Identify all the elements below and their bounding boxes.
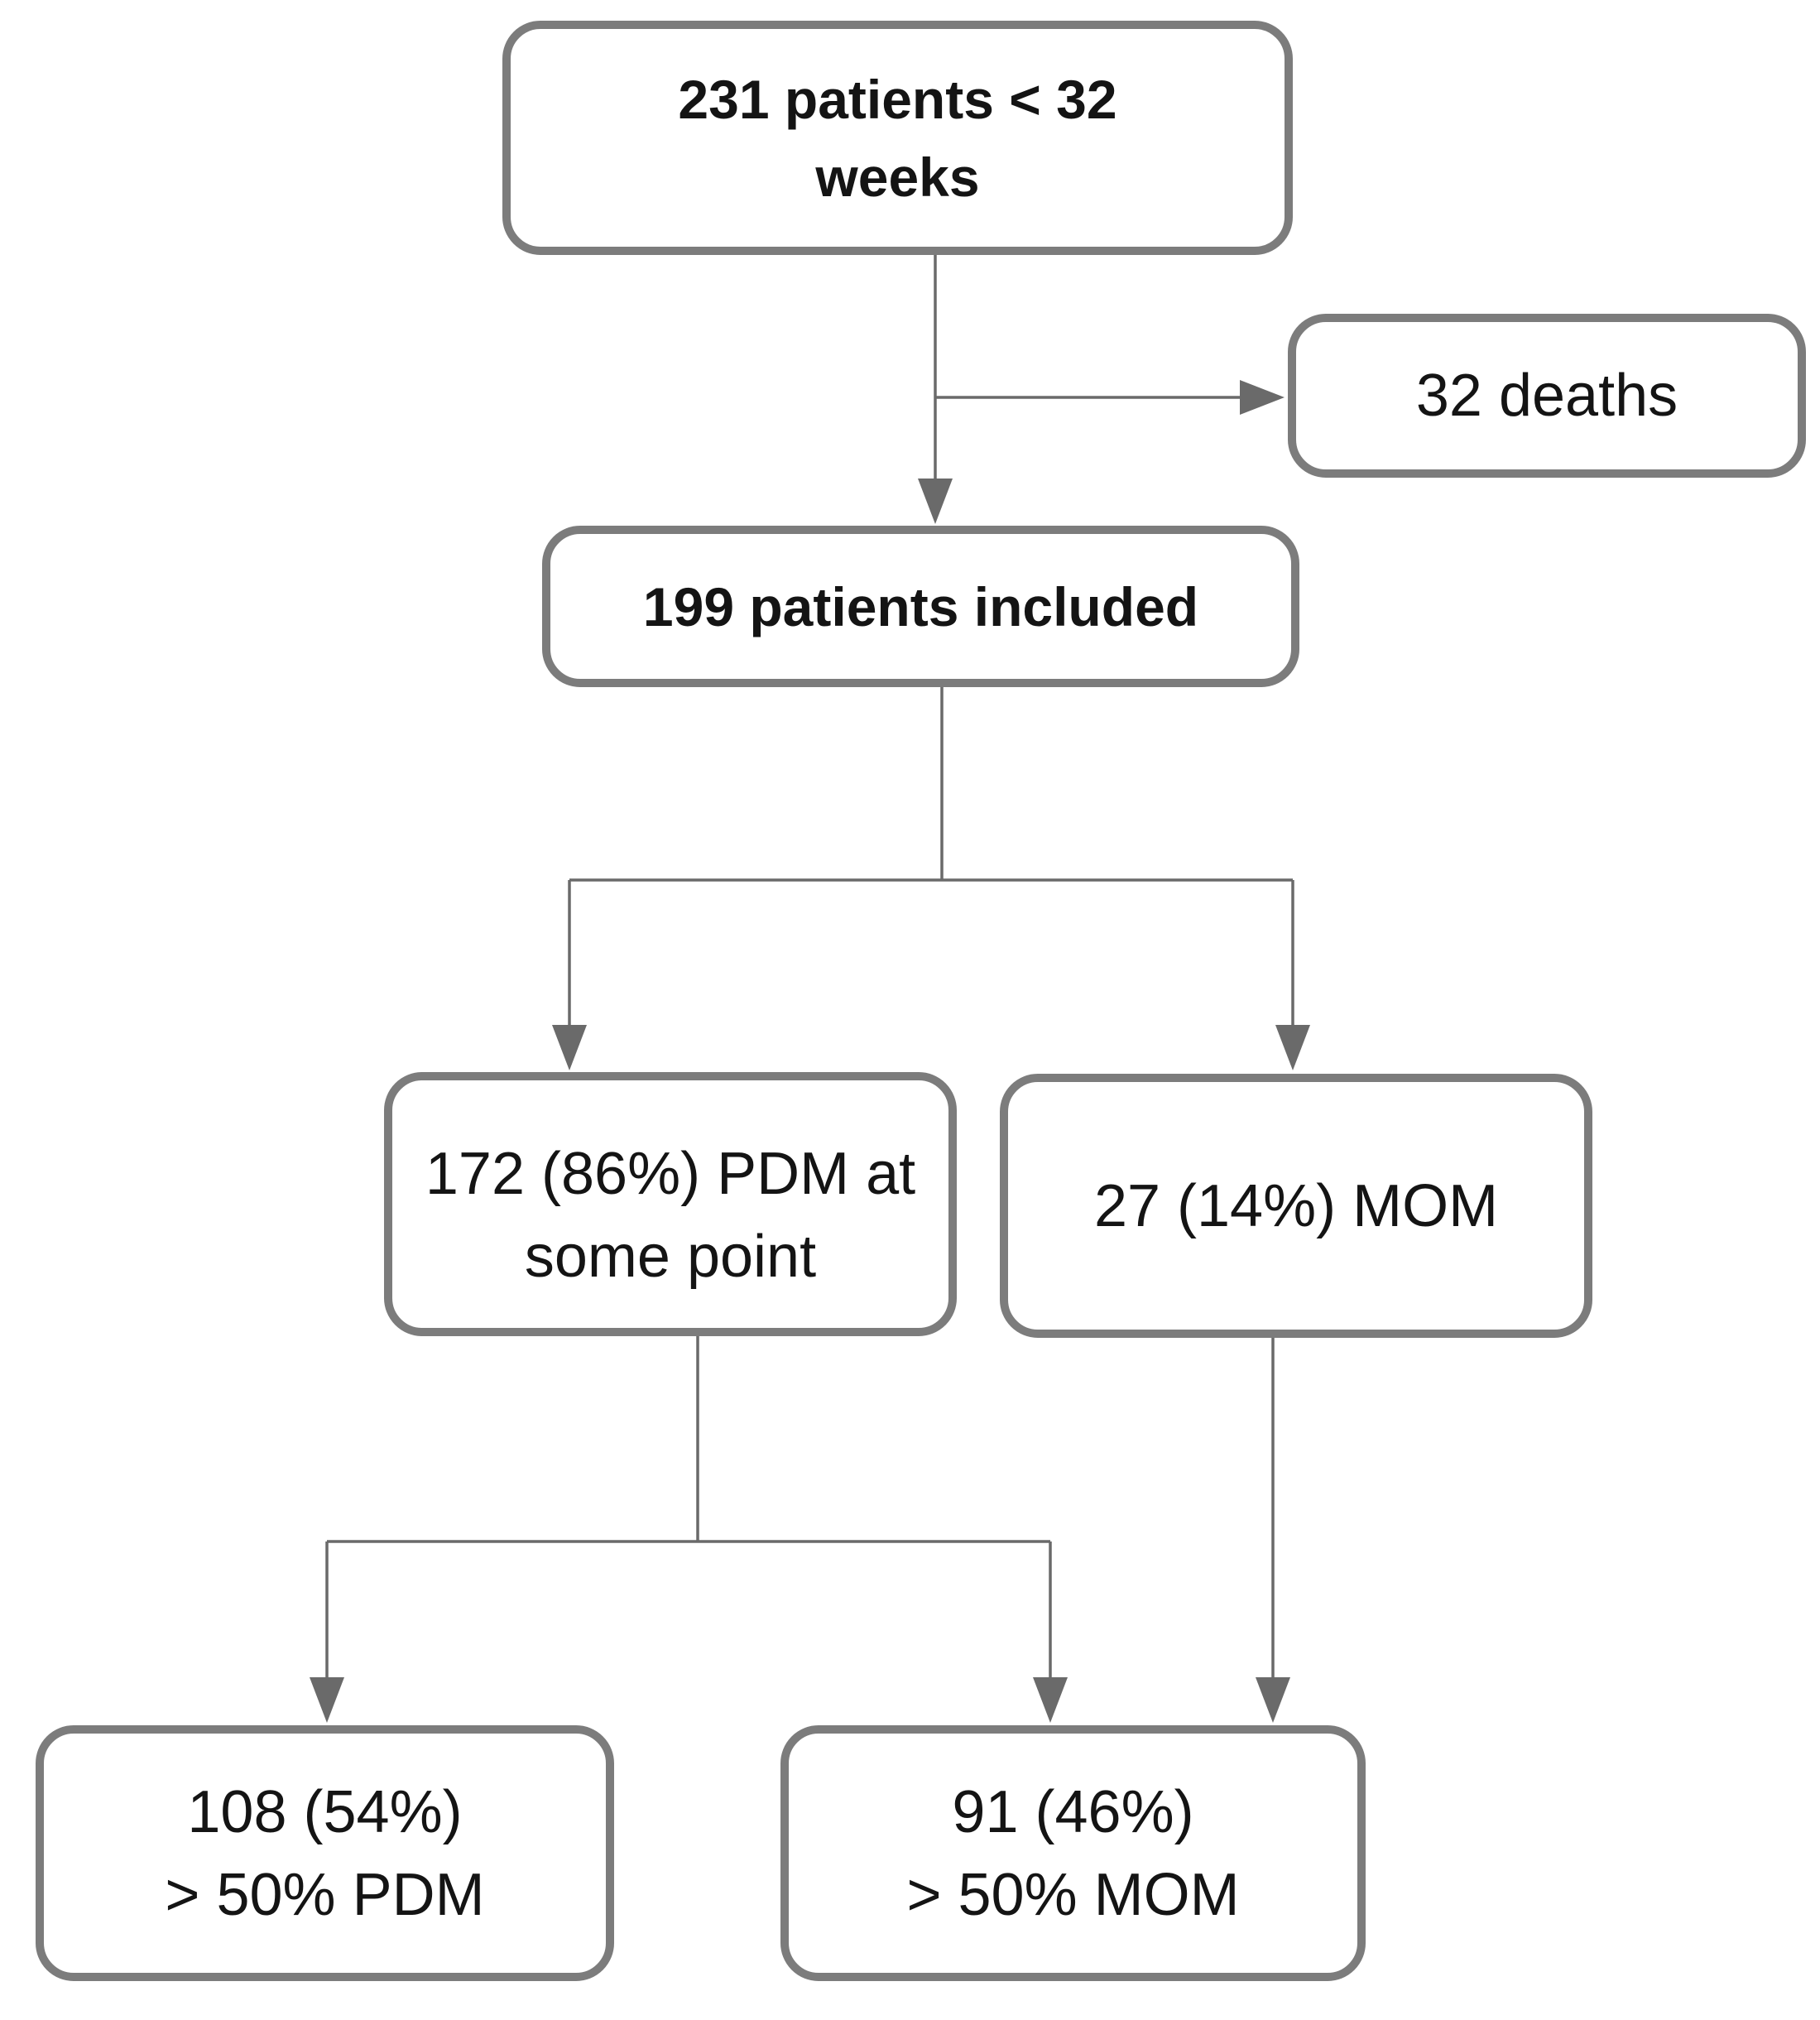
node-91-majority-mom-line2: > 50% MOM (906, 1861, 1240, 1928)
node-32-deaths-line1: 32 deaths (1415, 363, 1678, 429)
node-27-mom-line1: 27 (14%) MOM (1093, 1172, 1499, 1239)
node-108-majority-pdm-line1: 108 (54%) (187, 1778, 463, 1845)
node-172-pdm-some-point: 172 (86%) PDM at some point (384, 1072, 957, 1336)
node-231-patients-line2: weeks (815, 146, 980, 208)
node-231-patients: 231 patients < 32 weeks (502, 21, 1293, 255)
edge-pdm-to-pdm50-arrowhead (310, 1677, 344, 1723)
edge-199-to-pdm-arrowhead (552, 1025, 587, 1070)
node-108-majority-pdm-line2: > 50% PDM (165, 1861, 485, 1928)
node-27-mom: 27 (14%) MOM (1000, 1074, 1592, 1338)
edge-pdm-to-mom50-arrowhead (1033, 1677, 1068, 1723)
node-199-included: 199 patients included (542, 526, 1299, 687)
edge-mom-to-mom50-arrowhead (1256, 1677, 1290, 1723)
node-91-majority-mom-line1: 91 (46%) (952, 1778, 1194, 1845)
edge-231-to-199-arrowhead (918, 479, 953, 524)
node-172-pdm-line2: some point (524, 1223, 817, 1290)
node-32-deaths: 32 deaths (1288, 314, 1806, 478)
node-231-patients-line1: 231 patients < 32 (678, 68, 1117, 130)
edge-199-to-mom-arrowhead (1275, 1025, 1310, 1070)
node-91-majority-mom: 91 (46%) > 50% MOM (780, 1725, 1366, 1981)
edge-231-to-deaths-arrowhead (1240, 380, 1285, 415)
node-108-majority-pdm: 108 (54%) > 50% PDM (36, 1725, 614, 1981)
node-172-pdm-line1: 172 (86%) PDM at (425, 1140, 916, 1207)
node-199-included-line1: 199 patients included (642, 575, 1199, 637)
